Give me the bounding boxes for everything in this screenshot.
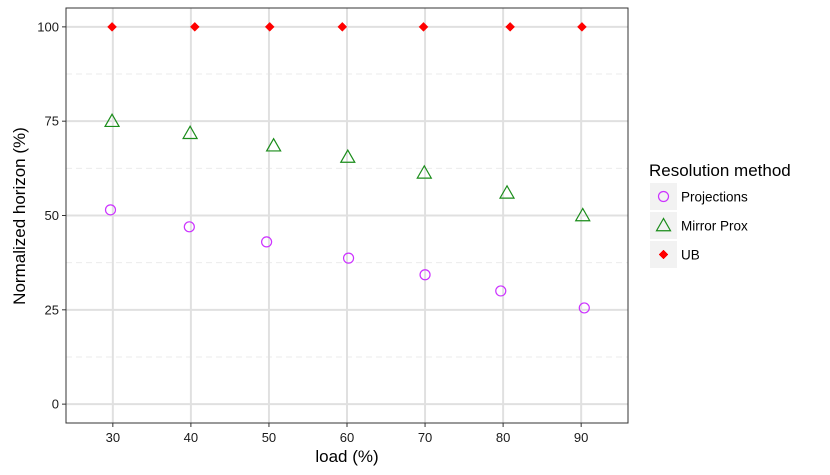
data-points <box>104 22 591 314</box>
point-projections <box>419 269 431 281</box>
y-axis-ticks: 0 25 50 75 100 <box>37 19 66 412</box>
x-tick-label: 30 <box>106 430 120 445</box>
series-ub <box>107 22 587 32</box>
point-ub <box>189 22 200 32</box>
x-tick-label: 70 <box>418 430 432 445</box>
point-projections <box>104 204 117 216</box>
legend-title: Resolution method <box>649 161 791 180</box>
y-tick-label: 25 <box>45 302 59 317</box>
legend-item-mirror-prox: Mirror Prox <box>650 212 748 239</box>
x-tick-label: 90 <box>574 430 588 445</box>
legend: Resolution method Projections Mirror Prox… <box>649 161 791 268</box>
x-tick-label: 80 <box>496 430 510 445</box>
point-mirror-prox <box>265 137 282 152</box>
x-axis-title: load (%) <box>315 447 378 466</box>
point-ub <box>107 22 117 32</box>
series-mirror-prox <box>104 112 591 222</box>
legend-key-background <box>650 212 677 239</box>
x-axis-ticks: 30 40 50 60 70 80 90 <box>106 423 588 445</box>
point-ub <box>418 22 429 32</box>
x-tick-label: 40 <box>184 430 198 445</box>
x-tick-label: 60 <box>340 430 354 445</box>
legend-key-ub <box>658 249 669 260</box>
point-mirror-prox <box>574 207 591 222</box>
legend-item-ub: UB <box>650 241 700 268</box>
y-axis-title: Normalized horizon (%) <box>10 127 29 305</box>
y-tick-label: 50 <box>45 208 59 223</box>
legend-key-mirror-prox <box>655 217 672 232</box>
legend-key-background <box>650 183 677 210</box>
point-ub <box>577 22 587 32</box>
series-projections <box>104 204 590 314</box>
y-tick-label: 100 <box>37 19 59 34</box>
point-mirror-prox <box>416 164 433 179</box>
point-ub <box>505 22 515 32</box>
point-ub <box>264 22 275 32</box>
point-mirror-prox <box>498 184 516 199</box>
legend-item-projections: Projections <box>650 183 748 210</box>
point-mirror-prox <box>339 148 356 163</box>
legend-label-ub: UB <box>681 248 700 263</box>
legend-key-projections <box>657 190 670 203</box>
point-ub <box>337 22 348 32</box>
y-tick-label: 0 <box>52 397 59 412</box>
point-projections <box>183 221 195 233</box>
point-projections <box>261 236 273 248</box>
point-mirror-prox <box>104 112 121 128</box>
legend-label-projections: Projections <box>681 190 748 205</box>
legend-label-mirror-prox: Mirror Prox <box>681 219 748 234</box>
y-tick-label: 75 <box>45 114 59 129</box>
point-mirror-prox <box>182 125 199 140</box>
x-tick-label: 50 <box>262 430 276 445</box>
point-projections <box>495 285 507 297</box>
point-projections <box>578 302 590 314</box>
point-projections <box>342 252 355 264</box>
